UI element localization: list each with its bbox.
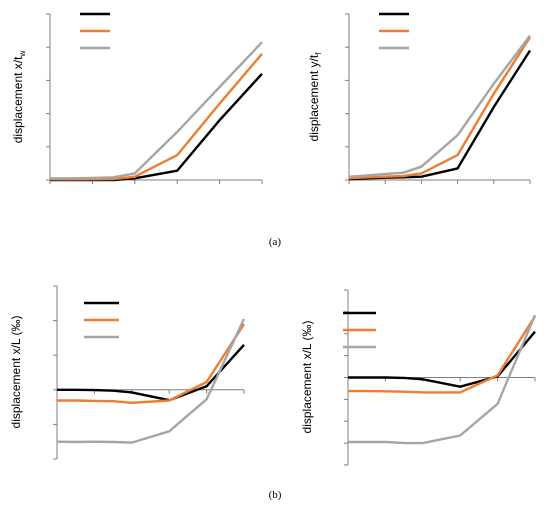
chart-z-l3: displacement x/L (‰) [9, 285, 246, 460]
chart-z-2l3: displacement x/L (‰) [300, 289, 537, 466]
y-axis-title: displacement y/tf [307, 52, 323, 142]
y-axis-title-text: displacement x/L (‰) [9, 316, 23, 429]
y-axis-title-text: displacement x/L (‰) [300, 321, 314, 434]
series-line-2 [56, 318, 246, 444]
y-axis-title-text: displacement x/t [11, 56, 25, 143]
y-axis-title-subscript: f [314, 52, 323, 55]
series-line-2 [50, 41, 263, 180]
series-line-2 [348, 314, 537, 445]
panel-label-a: (a) [269, 236, 282, 248]
series-line-1 [348, 36, 532, 180]
y-axis-title: displacement x/tw [11, 51, 27, 144]
series-line-1 [348, 315, 537, 394]
series-line-2 [348, 34, 531, 178]
chart-flange: displacement y/tf [307, 12, 532, 184]
series-line-0 [57, 343, 245, 402]
chart-web: displacement x/tw [11, 12, 263, 184]
y-axis-title: displacement x/L (‰) [300, 321, 314, 434]
series-line-1 [50, 53, 263, 181]
y-axis-title: displacement x/L (‰) [9, 316, 23, 429]
panel-label-b: (b) [269, 489, 282, 501]
y-axis-title-text: displacement y/t [307, 54, 321, 141]
series-line-1 [57, 323, 246, 404]
y-axis-title-subscript: w [18, 51, 27, 58]
